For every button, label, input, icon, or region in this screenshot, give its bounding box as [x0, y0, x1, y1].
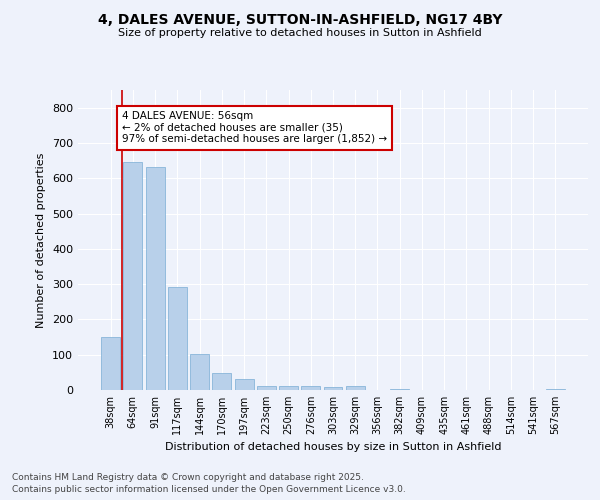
Bar: [279, 386, 298, 390]
Text: 4 DALES AVENUE: 56sqm
← 2% of detached houses are smaller (35)
97% of semi-detac: 4 DALES AVENUE: 56sqm ← 2% of detached h…: [122, 111, 387, 144]
Bar: [146, 166, 164, 390]
Bar: [124, 162, 142, 390]
Bar: [190, 354, 209, 390]
Text: Contains public sector information licensed under the Open Government Licence v3: Contains public sector information licen…: [12, 485, 406, 494]
Text: Distribution of detached houses by size in Sutton in Ashfield: Distribution of detached houses by size …: [165, 442, 501, 452]
Bar: [168, 288, 187, 390]
Bar: [301, 386, 320, 390]
Bar: [546, 389, 565, 390]
Bar: [235, 378, 254, 390]
Y-axis label: Number of detached properties: Number of detached properties: [37, 152, 46, 328]
Bar: [346, 386, 365, 390]
Text: Contains HM Land Registry data © Crown copyright and database right 2025.: Contains HM Land Registry data © Crown c…: [12, 472, 364, 482]
Text: 4, DALES AVENUE, SUTTON-IN-ASHFIELD, NG17 4BY: 4, DALES AVENUE, SUTTON-IN-ASHFIELD, NG1…: [98, 12, 502, 26]
Bar: [101, 337, 120, 390]
Bar: [257, 386, 276, 390]
Bar: [390, 389, 409, 390]
Bar: [212, 373, 231, 390]
Bar: [323, 387, 343, 390]
Text: Size of property relative to detached houses in Sutton in Ashfield: Size of property relative to detached ho…: [118, 28, 482, 38]
